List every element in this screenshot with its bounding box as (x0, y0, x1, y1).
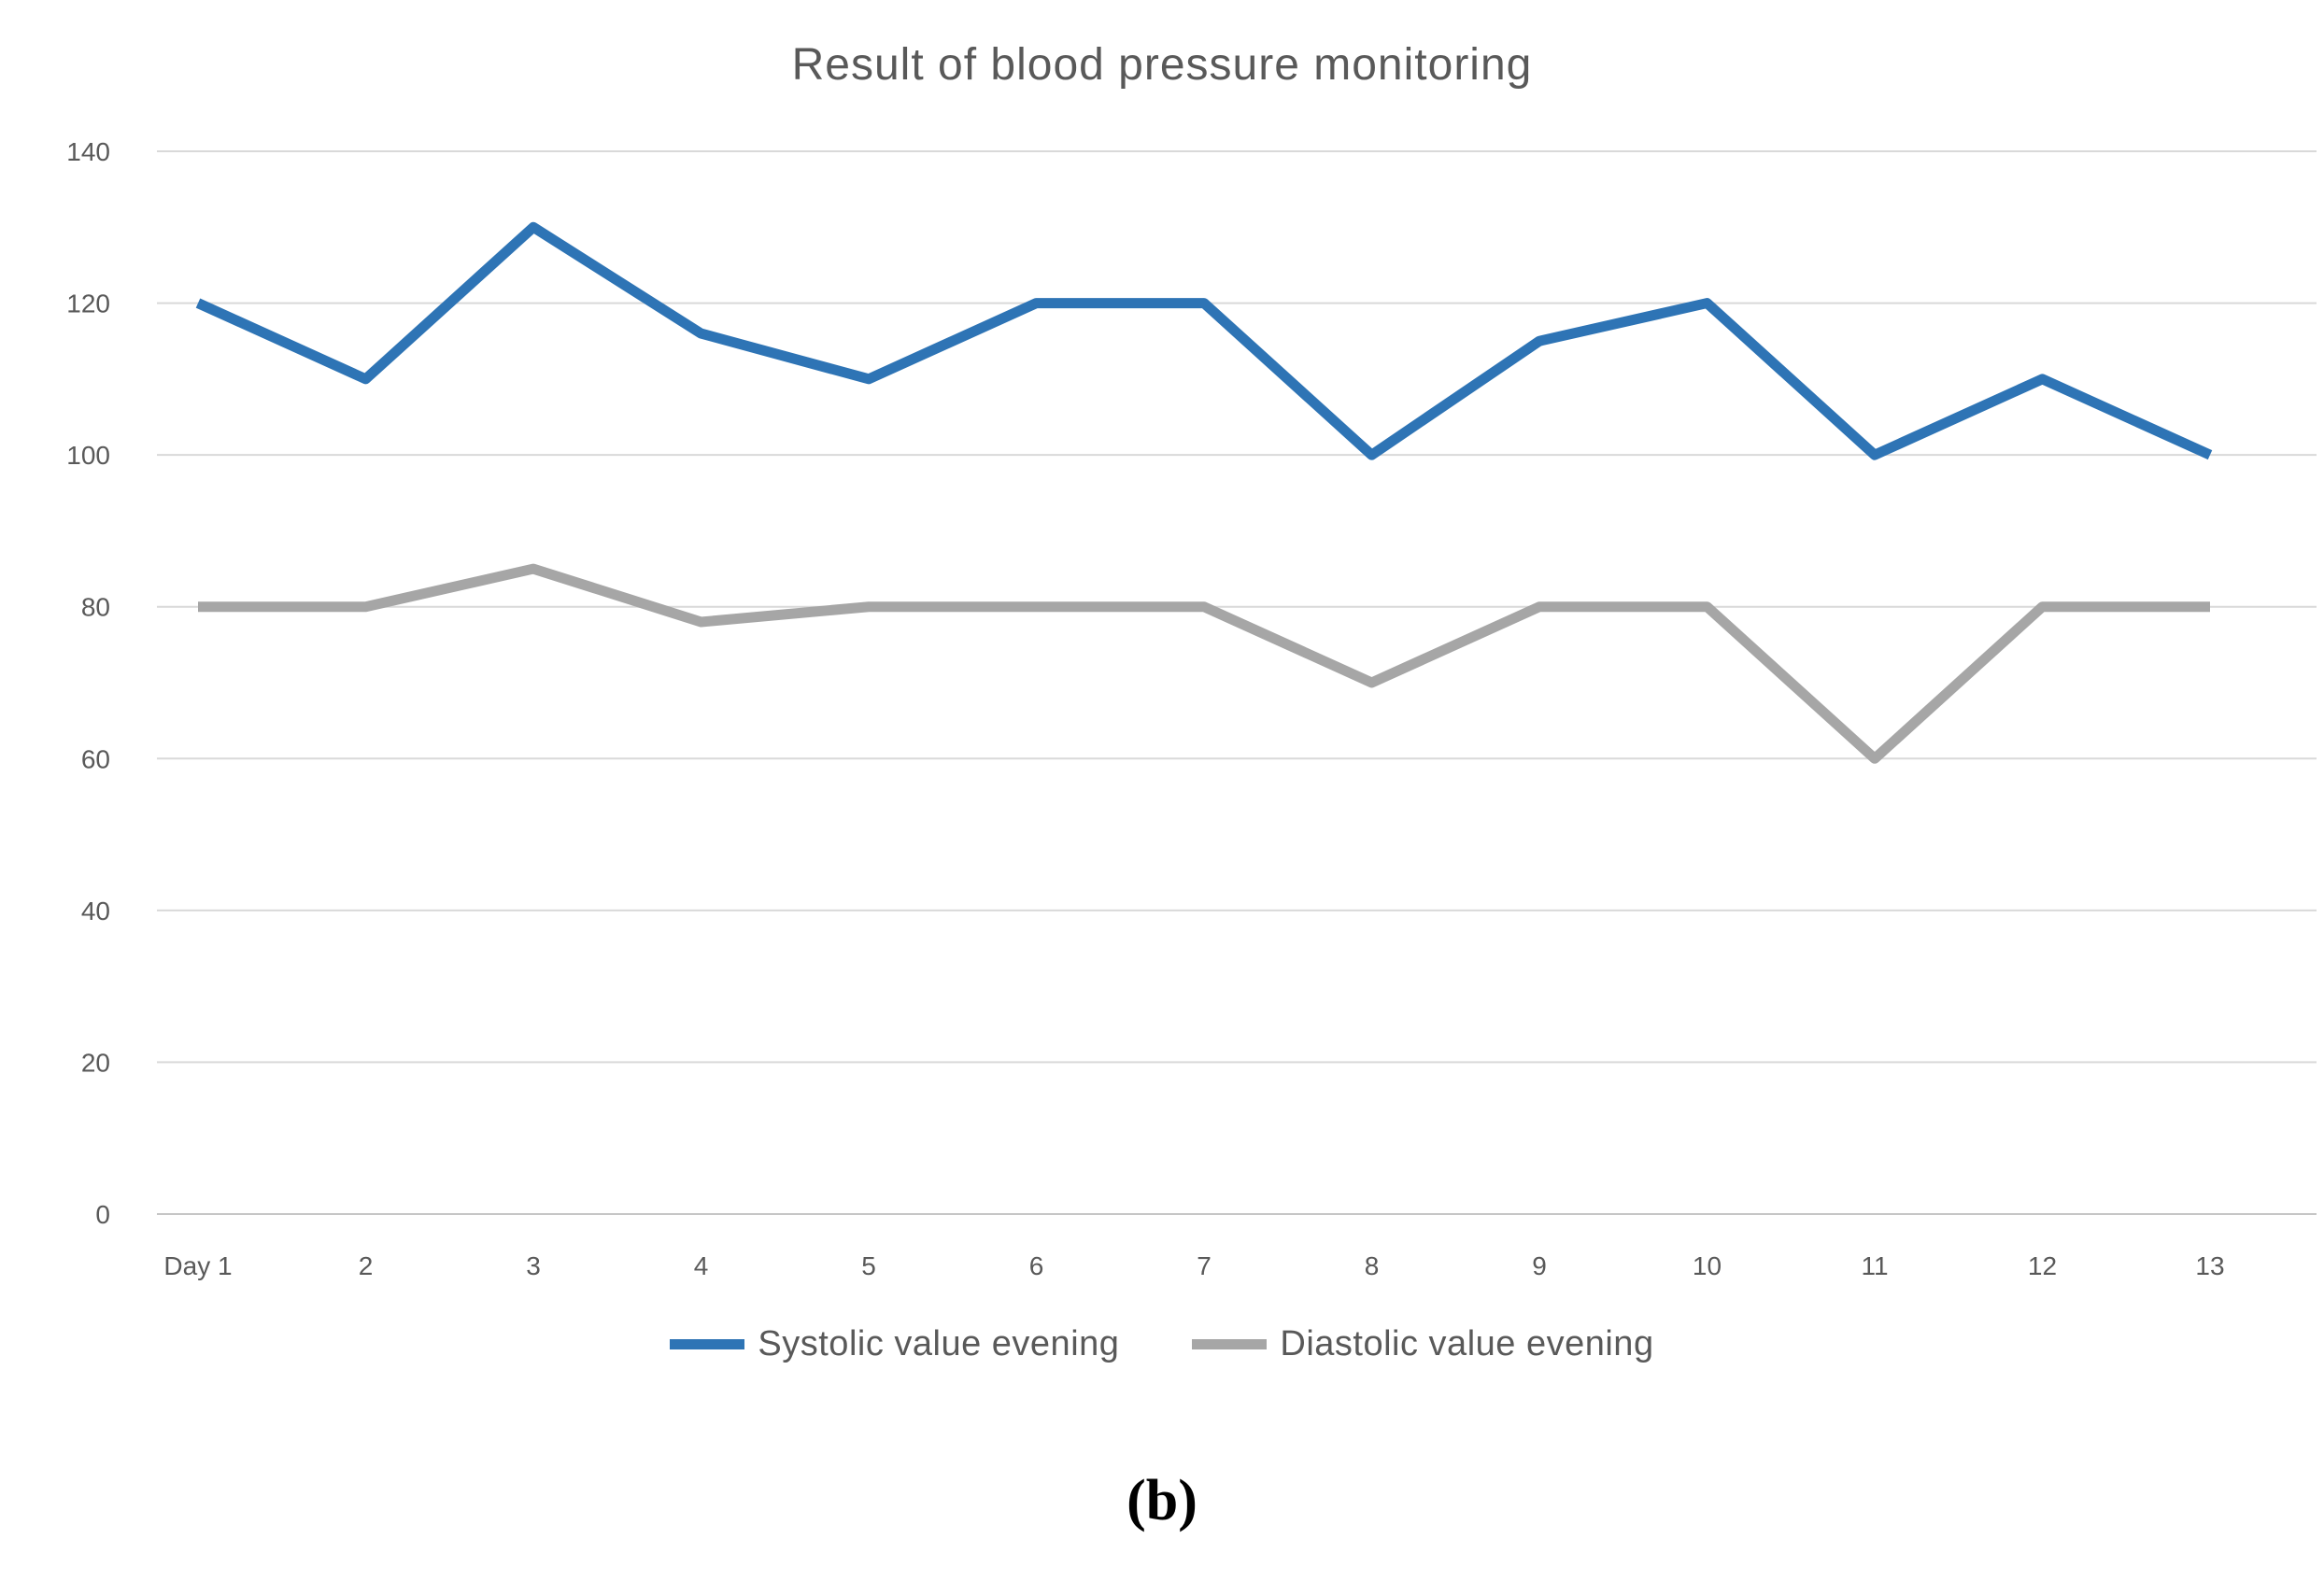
svg-text:11: 11 (1861, 1251, 1888, 1280)
data-series-lines (195, 221, 2213, 764)
x-axis-tick-labels: Day 1 2 3 4 5 6 7 8 9 10 11 12 13 (163, 1251, 2224, 1280)
svg-text:7: 7 (1197, 1251, 1212, 1280)
svg-text:20: 20 (81, 1048, 110, 1077)
svg-text:140: 140 (66, 137, 110, 166)
svg-text:8: 8 (1365, 1251, 1380, 1280)
svg-text:80: 80 (81, 593, 110, 622)
svg-text:12: 12 (2028, 1251, 2057, 1280)
legend-item-diastolic: Diastolic value evening (1192, 1324, 1653, 1364)
svg-text:6: 6 (1029, 1251, 1044, 1280)
systolic-line-swatch-icon (670, 1339, 745, 1349)
diastolic-line-swatch-icon (1192, 1339, 1268, 1349)
figure-caption: (b) (1127, 1469, 1197, 1533)
svg-text:4: 4 (694, 1251, 709, 1280)
legend-label-diastolic: Diastolic value evening (1280, 1324, 1654, 1363)
svg-text:60: 60 (81, 744, 110, 773)
legend-label-systolic: Systolic value evening (758, 1324, 1120, 1363)
svg-text:9: 9 (1532, 1251, 1547, 1280)
svg-text:3: 3 (526, 1251, 541, 1280)
svg-text:0: 0 (95, 1200, 110, 1229)
svg-text:Day 1: Day 1 (163, 1251, 232, 1280)
svg-text:120: 120 (66, 290, 110, 318)
chart-title: Result of blood pressure monitoring (791, 40, 1533, 90)
svg-text:2: 2 (359, 1251, 374, 1280)
gridlines (157, 150, 2317, 1215)
svg-text:10: 10 (1693, 1251, 1722, 1280)
legend-item-systolic: Systolic value evening (670, 1324, 1119, 1364)
y-axis-tick-labels: 0 20 40 60 80 100 120 140 (66, 137, 110, 1229)
chart-legend: Systolic value evening Diastolic value e… (0, 1324, 2324, 1364)
svg-text:5: 5 (861, 1251, 876, 1280)
svg-text:40: 40 (81, 897, 110, 925)
svg-text:13: 13 (2195, 1251, 2224, 1280)
svg-text:100: 100 (66, 441, 110, 470)
